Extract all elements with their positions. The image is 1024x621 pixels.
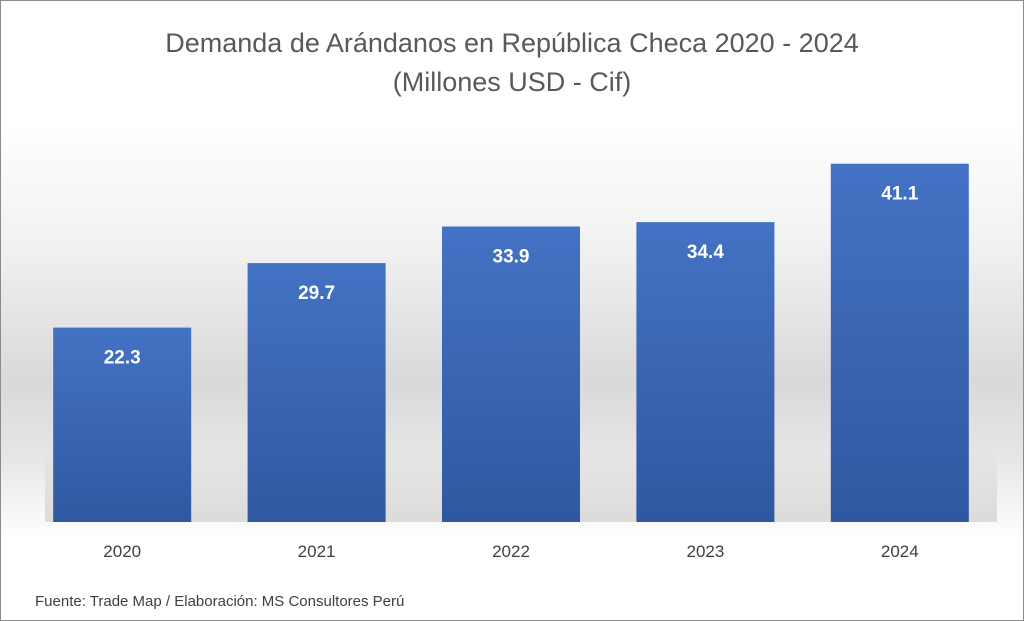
chart-subtitle: (Millones USD - Cif) (392, 67, 632, 97)
x-tick-label-2020: 2020 (103, 542, 141, 561)
data-label-2022: 33.9 (493, 247, 530, 268)
data-label-2024: 41.1 (881, 184, 918, 205)
data-label-2023: 34.4 (687, 242, 724, 263)
bar-2020 (53, 327, 192, 522)
bar-2024 (830, 163, 969, 522)
chart-title: Demanda de Arándanos en República Checa … (165, 28, 859, 58)
bar-2023 (636, 222, 775, 522)
data-label-2020: 22.3 (104, 348, 141, 369)
x-tick-label-2021: 2021 (298, 542, 336, 561)
x-tick-label-2022: 2022 (492, 542, 530, 561)
bar-2021 (247, 263, 386, 522)
bar-2022 (442, 226, 580, 522)
x-tick-label-2023: 2023 (686, 542, 724, 561)
source-note: Fuente: Trade Map / Elaboración: MS Cons… (35, 593, 405, 610)
x-tick-label-2024: 2024 (881, 542, 919, 561)
data-label-2021: 29.7 (298, 283, 335, 304)
